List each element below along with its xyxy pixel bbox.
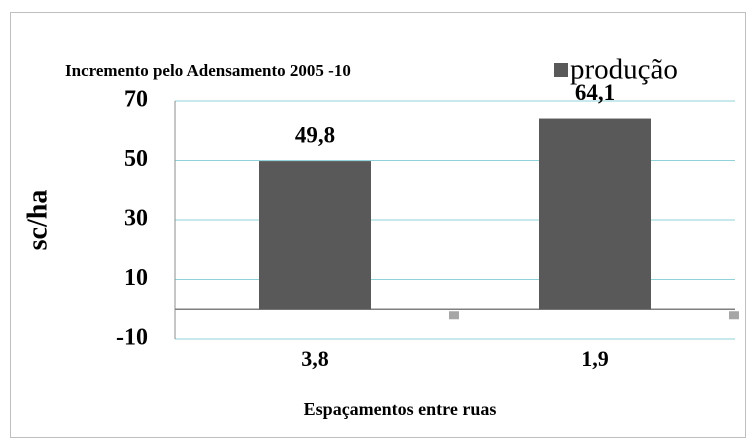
x-tick-mark (729, 311, 739, 320)
data-label: 49,8 (295, 122, 335, 147)
bar (539, 118, 651, 310)
x-tick-mark (449, 311, 459, 320)
y-tick-label: 10 (124, 265, 148, 291)
bar (259, 161, 371, 310)
y-tick-label: 50 (124, 146, 148, 172)
y-tick-label: 70 (124, 87, 148, 113)
chart-title: Incremento pelo Adensamento 2005 -10 (65, 61, 351, 80)
x-axis-title: Espaçamentos entre ruas (304, 399, 497, 419)
legend-label: produção (570, 54, 678, 86)
y-tick-label: -10 (116, 325, 148, 351)
x-tick-label: 1,9 (581, 346, 609, 371)
legend-marker (554, 63, 568, 77)
x-tick-label: 3,8 (301, 346, 329, 371)
data-label: 64,1 (575, 80, 615, 105)
y-axis-title: sc/ha (22, 190, 53, 251)
y-tick-label: 30 (124, 206, 148, 232)
